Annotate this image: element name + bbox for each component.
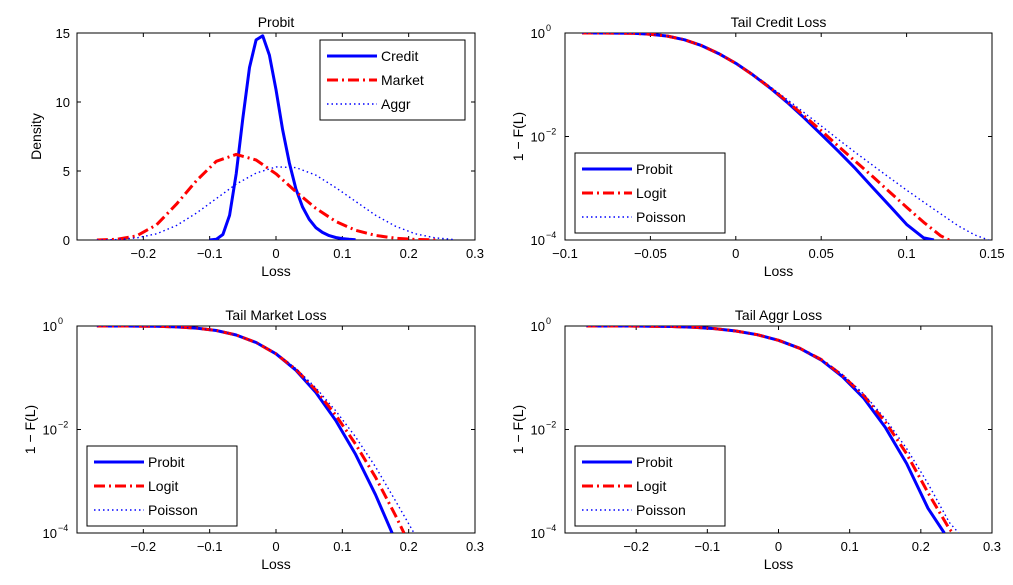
legend-entry: Market (381, 72, 424, 88)
x-tick-label: −0.2 (130, 246, 156, 261)
series-line-credit (209, 34, 356, 240)
series-line-logit (96, 326, 406, 533)
y-tick-exponent: −2 (58, 420, 68, 430)
legend-entry: Poisson (636, 209, 686, 225)
x-tick-label: −0.2 (623, 539, 649, 554)
y-tick-exponent: −4 (58, 523, 68, 533)
x-tick-label: 0 (272, 246, 279, 261)
x-tick-label: 0.3 (983, 539, 1001, 554)
x-tick-label: 0.05 (809, 246, 834, 261)
x-tick-label: −0.05 (634, 246, 667, 261)
y-tick-exponent: −2 (546, 420, 556, 430)
y-tick-label: 5 (63, 164, 70, 179)
legend-entry: Logit (636, 478, 666, 494)
subplot-4: Tail Aggr Loss−0.2 −0.1 0 0.1 0.2 0.310−410−2… (510, 307, 1001, 572)
plot-area (96, 34, 456, 240)
x-axis-label: Loss (764, 556, 794, 572)
legend: Probit Logit Poisson (86, 445, 238, 527)
chart-title: Probit (258, 14, 295, 30)
legend-entry: Aggr (381, 96, 411, 112)
legend-box (574, 152, 726, 234)
legend: Credit Market Aggr (319, 39, 466, 121)
legend-entry: Poisson (148, 502, 198, 518)
x-tick-label: 0 (775, 539, 782, 554)
x-tick-label: 0.2 (400, 246, 418, 261)
series-line-poisson (586, 326, 960, 533)
x-tick-label: 0.1 (841, 539, 859, 554)
chart-title: Tail Aggr Loss (735, 307, 822, 323)
x-tick-label: 0.2 (912, 539, 930, 554)
x-tick-label: 0.2 (400, 539, 418, 554)
legend-entry: Probit (636, 454, 673, 470)
legend: Probit Logit Poisson (574, 445, 726, 527)
subplot-3: Tail Market Loss−0.2 −0.1 0 0.1 0.2 0.310 −410… (22, 307, 484, 572)
series-line-aggr (96, 166, 456, 240)
x-tick-label: 0.1 (333, 246, 351, 261)
x-tick-label: 0.1 (333, 539, 351, 554)
x-tick-label: −0.2 (130, 539, 156, 554)
y-tick-label: 10 (531, 423, 545, 438)
y-axis-label: 1 − F(L) (510, 405, 526, 454)
legend-entry: Probit (636, 161, 673, 177)
y-tick-label: 10 (43, 526, 57, 541)
series-line-market (96, 152, 436, 240)
y-tick-exponent: −4 (546, 523, 556, 533)
y-tick-exponent: 0 (546, 316, 551, 326)
x-tick-label: −0.1 (197, 539, 223, 554)
series-line-probit (586, 326, 946, 533)
legend: Probit Logit Poisson (574, 152, 726, 234)
legend-box (319, 39, 466, 121)
y-tick-label: 10 (43, 423, 57, 438)
subplot-2: Tail Credit Loss−0.1 −0.05 0 0.05 0.1 0.1510−… (510, 14, 1005, 279)
y-tick-exponent: −2 (546, 127, 556, 137)
legend-entry: Logit (636, 185, 666, 201)
y-tick-label: 10 (43, 319, 57, 334)
y-tick-exponent: 0 (58, 316, 63, 326)
legend-entry: Logit (148, 478, 178, 494)
y-tick-exponent: 0 (546, 23, 551, 33)
y-tick-label: 0 (63, 233, 70, 248)
x-axis-label: Loss (261, 263, 291, 279)
x-tick-label: 0.1 (898, 246, 916, 261)
subplot-1: Probit −0.2 −0.1 0 0.1 0.2 0.3 0 5 10 15 Loss Densit… (28, 14, 484, 279)
series-line-poisson (96, 326, 415, 533)
y-axis-label: 1 − F(L) (22, 405, 38, 454)
y-axis-label: Density (28, 113, 44, 160)
series-line-logit (582, 33, 950, 240)
x-axis-label: Loss (261, 556, 291, 572)
chart-title: Tail Market Loss (225, 307, 326, 323)
x-tick-label: 0.3 (466, 246, 484, 261)
x-tick-label: 0.3 (466, 539, 484, 554)
x-tick-label: 0 (732, 246, 739, 261)
y-tick-label: 10 (531, 130, 545, 145)
legend-box (86, 445, 238, 527)
y-axis-label: 1 − F(L) (510, 112, 526, 161)
legend-entry: Poisson (636, 502, 686, 518)
y-tick-label: 10 (531, 26, 545, 41)
y-tick-exponent: −4 (546, 230, 556, 240)
chart-title: Tail Credit Loss (731, 14, 827, 30)
legend-entry: Credit (381, 48, 418, 64)
y-tick-label: 10 (531, 526, 545, 541)
y-tick-label: 10 (531, 319, 545, 334)
plot-area (582, 33, 989, 240)
x-tick-label: −0.1 (694, 539, 720, 554)
plot-area (96, 326, 415, 533)
y-tick-label: 10 (531, 233, 545, 248)
x-tick-label: −0.1 (552, 246, 578, 261)
x-tick-label: 0.15 (979, 246, 1004, 261)
x-tick-label: −0.1 (197, 246, 223, 261)
x-axis-label: Loss (764, 263, 794, 279)
y-tick-label: 10 (56, 95, 70, 110)
legend-entry: Probit (148, 454, 185, 470)
plot-area (586, 326, 960, 533)
y-tick-label: 15 (56, 26, 70, 41)
x-tick-label: 0 (272, 539, 279, 554)
legend-box (574, 445, 726, 527)
series-line-poisson (582, 33, 989, 240)
